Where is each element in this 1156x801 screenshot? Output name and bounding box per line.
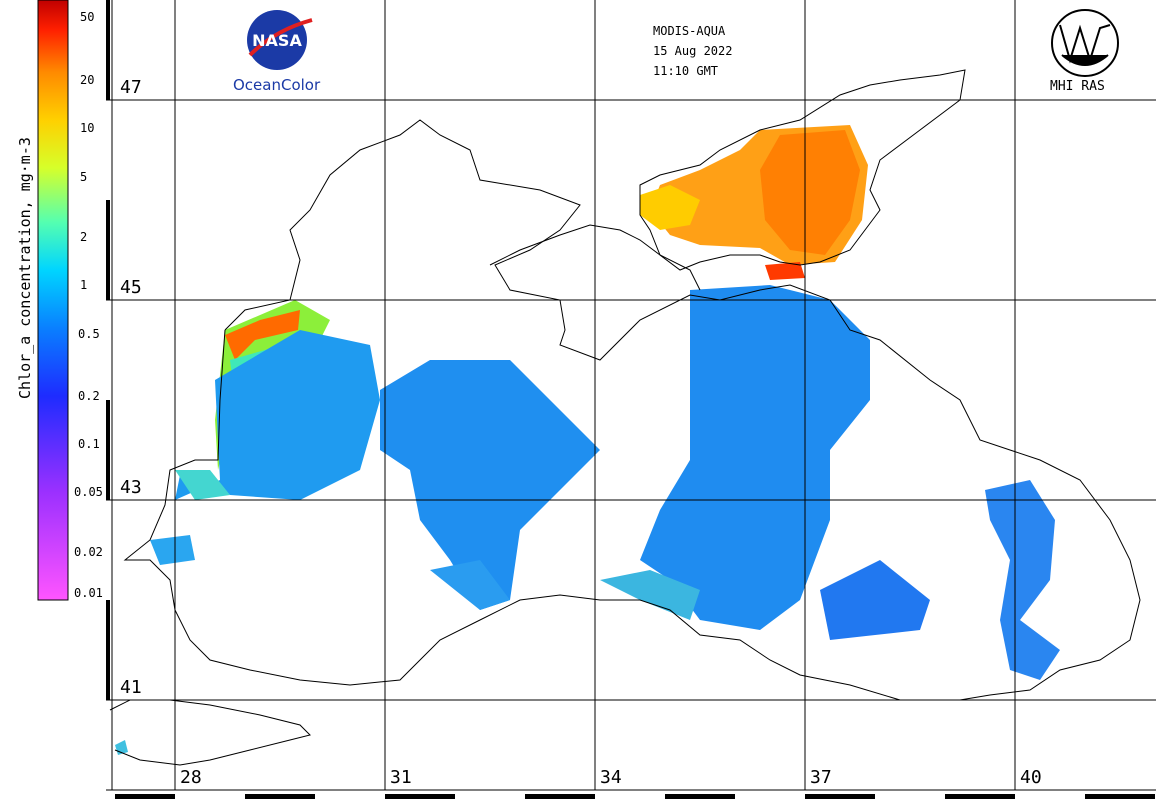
anatolia-coast-patch [600,570,700,620]
date-label: 15 Aug 2022 [653,44,733,58]
coastline [109,69,1141,766]
lat-label-43: 43 [118,477,144,498]
cb-tick-10: 10 [80,121,95,135]
oceancolor-caption: OceanColor [233,76,321,94]
lon-label-34: 34 [598,767,624,788]
colorbar-title: Chlor_a concentration, mg·m-3 [16,137,34,399]
azov-bloom-west [640,185,700,230]
cb-tick-20: 20 [80,73,95,87]
cb-tick-5: 5 [80,170,88,184]
cb-tick-1: 1 [80,278,88,292]
lon-label-31: 31 [388,767,414,788]
cb-tick-0.02: 0.02 [74,545,103,559]
nasa-logo: NASA [247,10,313,70]
lon-label-40: 40 [1018,767,1044,788]
cb-tick-0.05: 0.05 [74,485,103,499]
cb-tick-2: 2 [80,230,88,244]
lon-label-28: 28 [178,767,204,788]
lon-label-37: 37 [808,767,834,788]
graticule [106,0,1156,790]
bulgaria-patch [150,535,195,565]
latitude-scale [106,0,113,790]
colorbar [37,0,69,601]
cb-tick-0.1: 0.1 [78,437,100,451]
time-label: 11:10 GMT [653,64,719,78]
crimea-south-patch [640,285,870,630]
lat-label-41: 41 [118,677,144,698]
cb-tick-0.5: 0.5 [78,327,100,341]
kerch-plume [765,262,805,280]
east-basin-patch [985,480,1060,680]
central-south-patch [430,560,510,610]
west-coast-patch [175,470,230,500]
sensor-label: MODIS-AQUA [653,24,726,38]
cb-tick-0.01: 0.01 [74,586,103,600]
east-south-patch [820,560,930,640]
lat-label-45: 45 [118,277,144,298]
azov-bloom-core [760,130,860,255]
longitude-scale [106,789,1156,799]
mhi-logo [1051,9,1119,77]
danube-mouth [225,310,300,360]
central-west-patch [380,360,600,610]
cb-tick-50: 50 [80,10,95,24]
west-basin-patch [175,330,380,500]
lat-label-47: 47 [118,77,144,98]
mhi-caption: MHI RAS [1050,79,1105,94]
cb-tick-0.2: 0.2 [78,389,100,403]
nasa-wordmark: NASA [252,31,302,50]
